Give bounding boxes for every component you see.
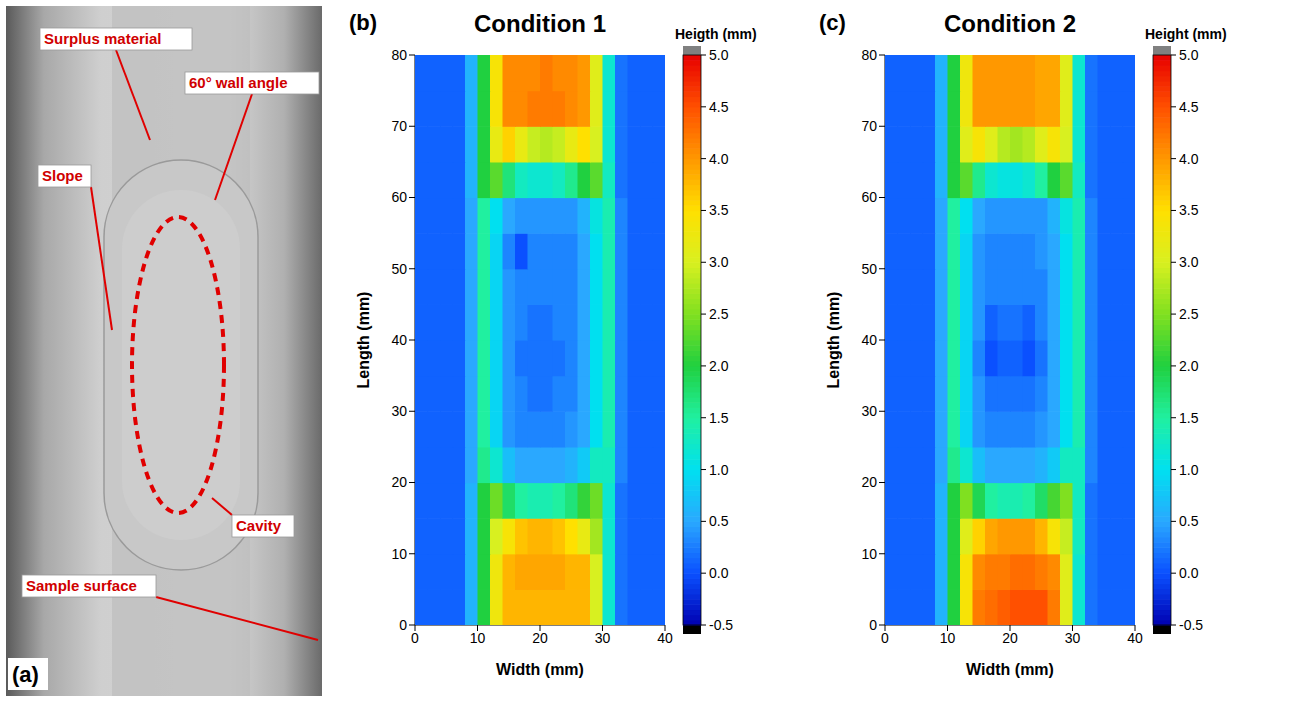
svg-text:2.5: 2.5 — [1179, 306, 1199, 322]
svg-text:-0.5: -0.5 — [1179, 617, 1203, 633]
svg-text:4.5: 4.5 — [709, 99, 729, 115]
svg-text:1.0: 1.0 — [709, 462, 729, 478]
svg-text:0.0: 0.0 — [709, 565, 729, 581]
svg-text:40: 40 — [391, 332, 407, 348]
svg-text:80: 80 — [391, 47, 407, 63]
svg-text:0: 0 — [881, 630, 889, 646]
svg-text:Sample surface: Sample surface — [26, 577, 137, 594]
svg-text:Width (mm): Width (mm) — [966, 661, 1054, 678]
svg-text:40: 40 — [861, 332, 877, 348]
svg-text:0.0: 0.0 — [1179, 565, 1199, 581]
svg-text:40: 40 — [1127, 630, 1143, 646]
svg-text:3.5: 3.5 — [1179, 202, 1199, 218]
svg-text:70: 70 — [391, 118, 407, 134]
svg-text:Length (mm): Length (mm) — [355, 292, 372, 389]
svg-text:Surplus material: Surplus material — [44, 30, 162, 47]
svg-text:0.5: 0.5 — [1179, 513, 1199, 529]
svg-text:3.0: 3.0 — [1179, 254, 1199, 270]
svg-text:1.5: 1.5 — [1179, 410, 1199, 426]
svg-text:30: 30 — [861, 403, 877, 419]
svg-text:30: 30 — [595, 630, 611, 646]
svg-text:2.5: 2.5 — [709, 306, 729, 322]
svg-text:2.0: 2.0 — [709, 358, 729, 374]
svg-text:60: 60 — [861, 189, 877, 205]
svg-text:60: 60 — [391, 189, 407, 205]
svg-text:5.0: 5.0 — [1179, 47, 1199, 63]
svg-text:3.0: 3.0 — [709, 254, 729, 270]
svg-text:0: 0 — [869, 617, 877, 633]
svg-text:50: 50 — [391, 261, 407, 277]
svg-text:4.0: 4.0 — [709, 151, 729, 167]
svg-text:0.5: 0.5 — [709, 513, 729, 529]
svg-text:Length (mm): Length (mm) — [825, 292, 842, 389]
svg-text:(b): (b) — [349, 10, 377, 35]
svg-text:1.0: 1.0 — [1179, 462, 1199, 478]
svg-text:0: 0 — [399, 617, 407, 633]
svg-text:50: 50 — [861, 261, 877, 277]
svg-text:20: 20 — [1002, 630, 1018, 646]
svg-text:10: 10 — [861, 546, 877, 562]
svg-text:2.0: 2.0 — [1179, 358, 1199, 374]
svg-text:10: 10 — [391, 546, 407, 562]
svg-text:Width (mm): Width (mm) — [496, 661, 584, 678]
svg-text:(a): (a) — [12, 662, 39, 687]
svg-text:70: 70 — [861, 118, 877, 134]
svg-text:30: 30 — [391, 403, 407, 419]
svg-text:20: 20 — [861, 474, 877, 490]
svg-text:Condition 2: Condition 2 — [944, 10, 1076, 37]
svg-text:4.5: 4.5 — [1179, 99, 1199, 115]
svg-text:40: 40 — [657, 630, 673, 646]
svg-text:Height (mm): Height (mm) — [1145, 26, 1227, 42]
svg-text:Condition 1: Condition 1 — [474, 10, 606, 37]
svg-text:0: 0 — [411, 630, 419, 646]
svg-text:4.0: 4.0 — [1179, 151, 1199, 167]
svg-text:Slope: Slope — [42, 167, 83, 184]
svg-text:3.5: 3.5 — [709, 202, 729, 218]
svg-text:(c): (c) — [819, 10, 846, 35]
svg-text:20: 20 — [391, 474, 407, 490]
svg-text:30: 30 — [1065, 630, 1081, 646]
svg-text:1.5: 1.5 — [709, 410, 729, 426]
svg-text:60° wall angle: 60° wall angle — [189, 74, 288, 91]
svg-text:Cavity: Cavity — [236, 517, 282, 534]
svg-text:20: 20 — [532, 630, 548, 646]
svg-text:10: 10 — [470, 630, 486, 646]
svg-text:Heigth (mm): Heigth (mm) — [675, 26, 757, 42]
svg-text:5.0: 5.0 — [709, 47, 729, 63]
svg-text:80: 80 — [861, 47, 877, 63]
svg-text:10: 10 — [940, 630, 956, 646]
svg-text:-0.5: -0.5 — [709, 617, 733, 633]
